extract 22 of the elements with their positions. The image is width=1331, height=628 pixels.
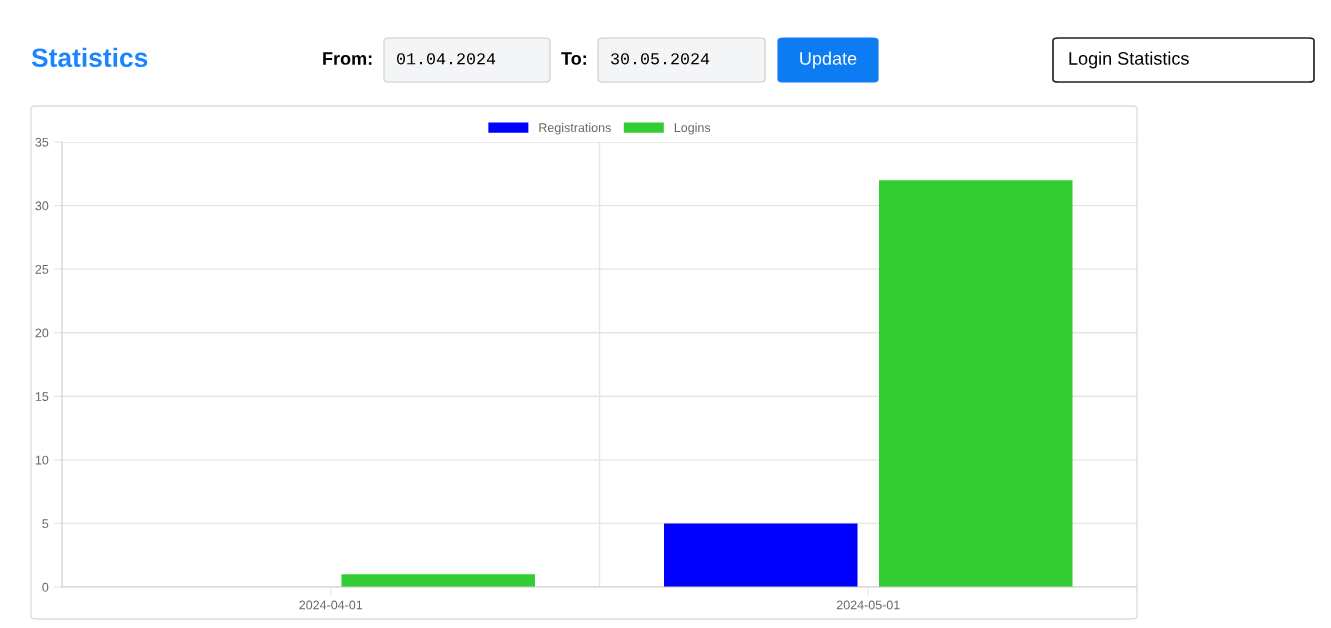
chart-title: Statistics	[31, 47, 148, 68]
legend-label: Logins	[674, 122, 711, 135]
text: Login Statistics	[1069, 51, 1189, 69]
bar	[341, 574, 535, 587]
y-tick-label: 15	[35, 392, 49, 401]
text: 30.05.2024	[611, 53, 710, 65]
y-tick-label: 25	[35, 264, 49, 274]
bar	[664, 523, 858, 587]
text: 01.04.2024	[397, 53, 496, 65]
legend-label: Registrations	[539, 122, 611, 135]
y-tick-label: 10	[35, 455, 49, 465]
y-tick-label: 30	[35, 201, 49, 211]
text: To:	[561, 52, 586, 65]
text: Update	[800, 51, 857, 69]
x-tick-label: 2024-04-01	[299, 600, 363, 610]
y-tick-label: 5	[42, 519, 49, 529]
x-tick-label: 2024-05-01	[836, 600, 900, 610]
y-tick-label: 0	[42, 582, 49, 592]
y-tick-label: 35	[35, 137, 49, 147]
bar	[879, 180, 1073, 587]
text: From:	[323, 52, 372, 65]
y-tick-label: 20	[35, 328, 49, 338]
